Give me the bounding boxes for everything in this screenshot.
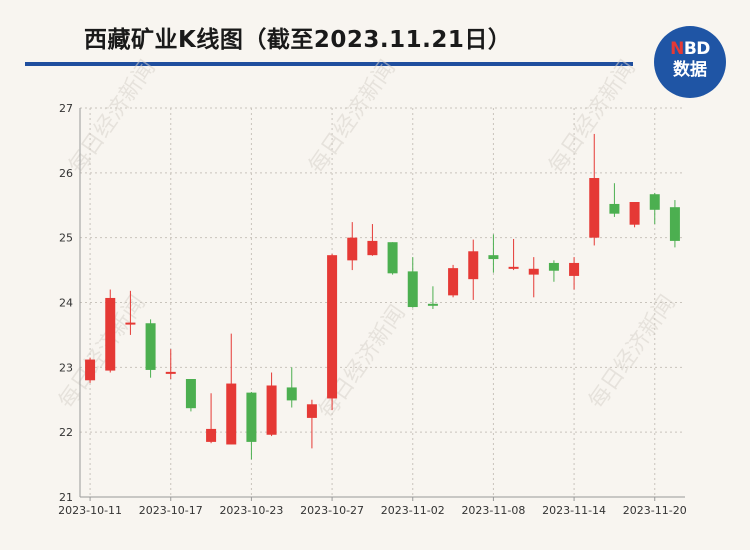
- candle-down: [387, 242, 398, 275]
- candle-body: [649, 194, 660, 210]
- chart-title: 西藏矿业K线图（截至2023.11.21日）: [84, 27, 512, 53]
- candles: [85, 133, 680, 460]
- candle-body: [589, 178, 600, 238]
- candle-up: [347, 222, 358, 271]
- candle-body: [327, 255, 338, 399]
- nbd-logo: NBD 数据: [654, 26, 726, 98]
- candle-body: [548, 262, 559, 271]
- title-underline: [25, 62, 633, 66]
- candle-body: [306, 404, 317, 418]
- candle-body: [145, 323, 156, 370]
- candle-body: [669, 207, 680, 241]
- candle-up: [105, 289, 116, 373]
- candle-down: [649, 192, 660, 225]
- candle-down: [286, 367, 297, 408]
- candle-body: [387, 242, 398, 274]
- candle-body: [468, 251, 479, 280]
- candle-body: [347, 237, 358, 261]
- x-tick-label: 2023-11-02: [381, 504, 445, 517]
- candle-body: [427, 303, 438, 306]
- y-tick-label: 23: [59, 361, 73, 374]
- x-tick-label: 2023-10-23: [219, 504, 283, 517]
- candle-body: [609, 203, 620, 214]
- watermark-text: 每日经济新闻: [64, 56, 160, 178]
- candle-up: [629, 202, 640, 228]
- x-tick-label: 2023-11-20: [623, 504, 687, 517]
- y-tick-label: 24: [59, 297, 73, 310]
- candle-body: [246, 392, 257, 442]
- nbd-logo-n: N: [670, 38, 684, 59]
- candle-body: [528, 268, 539, 275]
- candle-body: [448, 268, 459, 296]
- y-tick-label: 21: [59, 491, 73, 504]
- candle-up: [528, 257, 539, 298]
- candle-body: [367, 240, 378, 256]
- candle-up: [125, 290, 136, 335]
- candle-up: [306, 399, 317, 449]
- candle-body: [407, 271, 418, 308]
- watermark-text: 每日经济新闻: [304, 56, 400, 178]
- y-tick-label: 26: [59, 167, 73, 180]
- x-tick-label: 2023-11-08: [461, 504, 525, 517]
- grid-lines: [80, 107, 685, 497]
- candle-body: [508, 266, 519, 269]
- candle-body: [165, 371, 176, 374]
- candle-up: [226, 333, 237, 445]
- nbd-logo-subtitle: 数据: [673, 59, 707, 80]
- x-tick-label: 2023-11-14: [542, 504, 606, 517]
- candle-up: [85, 357, 96, 383]
- candle-body: [226, 383, 237, 445]
- candle-up: [569, 257, 580, 290]
- candle-up: [508, 238, 519, 271]
- candle-up: [266, 372, 277, 437]
- candle-down: [427, 286, 438, 309]
- candle-up: [367, 224, 378, 256]
- candle-body: [266, 385, 277, 435]
- y-tick-label: 22: [59, 426, 73, 439]
- nbd-logo-bd: BD: [683, 38, 711, 59]
- x-tick-label: 2023-10-11: [58, 504, 122, 517]
- chart-header: 西藏矿业K线图（截至2023.11.21日） NBD 数据: [0, 0, 750, 98]
- candle-up: [206, 393, 217, 444]
- candle-down: [185, 379, 196, 412]
- watermark-text: 每日经济新闻: [544, 56, 640, 178]
- candle-down: [407, 257, 418, 308]
- y-tick-label: 27: [59, 102, 73, 115]
- candle-body: [85, 359, 96, 381]
- candle-up: [448, 264, 459, 298]
- candle-body: [286, 387, 297, 401]
- candle-body: [629, 202, 640, 225]
- candle-up: [589, 133, 600, 246]
- candle-body: [206, 428, 217, 442]
- candle-down: [548, 260, 559, 282]
- candle-down: [669, 200, 680, 248]
- candle-down: [145, 319, 156, 378]
- y-tick-label: 25: [59, 232, 73, 245]
- x-tick-label: 2023-10-27: [300, 504, 364, 517]
- nbd-logo-text: NBD: [670, 38, 711, 59]
- candle-down: [609, 183, 620, 217]
- watermark-text: 每日经济新闻: [584, 291, 680, 413]
- axes: 21 22 23 24 25 26 27 2023-10-11 2023-10-17 2023-1…: [58, 102, 687, 517]
- candle-body: [185, 379, 196, 409]
- candle-up: [327, 253, 338, 411]
- candle-down: [246, 391, 257, 460]
- candle-body: [488, 255, 499, 260]
- candle-body: [125, 322, 136, 325]
- x-tick-label: 2023-10-17: [139, 504, 203, 517]
- candle-down: [488, 234, 499, 273]
- candle-body: [569, 262, 580, 276]
- candle-body: [105, 297, 116, 371]
- candle-up: [468, 239, 479, 300]
- candle-up: [165, 349, 176, 380]
